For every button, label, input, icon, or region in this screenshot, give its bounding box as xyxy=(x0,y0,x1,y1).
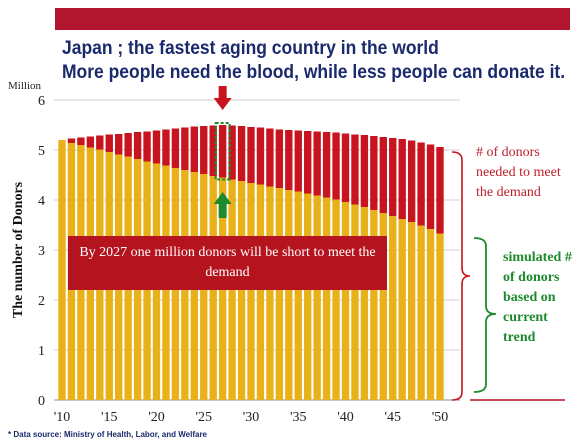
bar-supply-2029 xyxy=(237,181,246,400)
y-tick-0: 0 xyxy=(38,394,45,409)
y-axis-label: The number of Donors xyxy=(11,181,26,318)
bar-supply-2044 xyxy=(379,213,387,400)
bar-shortage-2019 xyxy=(143,131,151,162)
bar-shortage-2036 xyxy=(304,131,312,194)
bar-shortage-2048 xyxy=(417,142,425,226)
bar-shortage-2011 xyxy=(67,138,76,143)
bar-supply-2010 xyxy=(58,140,66,400)
title-line-2: More people need the blood, while less p… xyxy=(62,62,566,83)
y-unit-label: Million xyxy=(8,80,42,92)
y-tick-6: 6 xyxy=(38,94,45,109)
bar-supply-2034 xyxy=(285,190,293,400)
bar-shortage-2025 xyxy=(200,126,208,174)
y-tick-5: 5 xyxy=(38,144,45,159)
bar-shortage-2034 xyxy=(285,130,293,190)
bar-shortage-2021 xyxy=(162,129,170,166)
bar-shortage-2023 xyxy=(181,127,189,170)
bar-shortage-2041 xyxy=(351,134,359,205)
bar-supply-2038 xyxy=(322,197,331,400)
x-tick-2020: '20 xyxy=(148,410,165,425)
bar-supply-2039 xyxy=(332,199,340,400)
simulated-donors-label: simulated # of donors based on current t… xyxy=(503,250,572,345)
bar-supply-2047 xyxy=(407,222,416,400)
bar-shortage-2029 xyxy=(237,126,246,181)
bar-shortage-2049 xyxy=(426,144,435,229)
bar-shortage-2033 xyxy=(275,129,284,188)
bar-supply-2033 xyxy=(275,188,284,400)
bar-shortage-2045 xyxy=(389,138,397,216)
bar-shortage-2020 xyxy=(152,130,161,164)
needed-donors-label: # of donors needed to meet the demand xyxy=(476,145,561,200)
bar-supply-2045 xyxy=(389,216,397,400)
bar-supply-2031 xyxy=(256,184,265,400)
bar-shortage-2032 xyxy=(266,128,274,187)
bracket-needed xyxy=(451,151,471,401)
y-tick-3: 3 xyxy=(38,244,45,259)
bar-shortage-2039 xyxy=(332,132,340,200)
bar-supply-2049 xyxy=(426,229,435,400)
arrow-down-icon xyxy=(213,86,232,110)
x-tick-2010: '10 xyxy=(54,410,71,425)
bar-shortage-2043 xyxy=(370,136,378,210)
bar-shortage-2046 xyxy=(398,139,406,219)
bar-shortage-2015 xyxy=(105,134,113,152)
bar-shortage-2050 xyxy=(436,147,444,234)
x-tick-2015: '15 xyxy=(101,410,118,425)
arrow-up-icon xyxy=(213,192,232,218)
annotations xyxy=(213,86,565,401)
y-tick-1: 1 xyxy=(38,344,45,359)
x-tick-2045: '45 xyxy=(384,410,401,425)
bar-shortage-2026 xyxy=(209,125,217,176)
bar-shortage-2038 xyxy=(322,132,331,198)
bar-shortage-2028 xyxy=(228,125,236,180)
bar-shortage-2014 xyxy=(96,135,104,150)
bar-supply-2036 xyxy=(304,193,312,400)
x-tick-2030: '30 xyxy=(243,410,260,425)
bar-shortage-2024 xyxy=(190,126,198,172)
bar-shortage-2040 xyxy=(341,133,350,202)
bar-supply-2040 xyxy=(341,202,350,400)
bar-shortage-2016 xyxy=(115,134,123,155)
bar-shortage-2037 xyxy=(313,131,321,196)
title-line-1: Japan ; the fastest aging country in the… xyxy=(62,38,439,59)
header-band xyxy=(55,8,570,30)
bar-supply-2037 xyxy=(313,195,321,400)
x-tick-labels: '10 '15 '20 '25 '30 '35 '40 '45 '50 xyxy=(54,410,449,425)
x-tick-2035: '35 xyxy=(290,410,307,425)
bar-shortage-2018 xyxy=(133,132,142,159)
bracket-simulated xyxy=(473,237,497,393)
bar-shortage-2030 xyxy=(247,127,255,183)
bar-supply-2042 xyxy=(360,207,369,400)
bar-shortage-2047 xyxy=(407,140,416,222)
bar-shortage-2035 xyxy=(294,130,302,192)
bar-supply-2043 xyxy=(370,210,378,400)
shortage-callout: By 2027 one million donors will be short… xyxy=(68,236,387,290)
data-source-note: * Data source: Ministry of Health, Labor… xyxy=(8,430,208,439)
bar-supply-2030 xyxy=(247,183,255,400)
bar-shortage-2017 xyxy=(124,133,132,157)
bar-supply-2032 xyxy=(266,186,274,400)
bar-shortage-2031 xyxy=(256,127,265,185)
x-tick-2040: '40 xyxy=(337,410,354,425)
highlight-box-2027 xyxy=(214,122,231,181)
bar-supply-2041 xyxy=(351,204,359,400)
bar-supply-2046 xyxy=(398,219,406,400)
y-tick-2: 2 xyxy=(38,294,45,309)
bar-shortage-2027 xyxy=(218,125,227,178)
x-tick-2025: '25 xyxy=(195,410,212,425)
bar-shortage-2042 xyxy=(360,135,369,207)
bar-supply-2048 xyxy=(417,225,425,400)
bar-supply-2050 xyxy=(436,233,444,400)
x-tick-2050: '50 xyxy=(432,410,449,425)
bar-shortage-2022 xyxy=(171,128,180,168)
y-tick-labels: 0 1 2 3 4 5 6 xyxy=(38,94,45,409)
bar-supply-2035 xyxy=(294,191,302,400)
y-tick-4: 4 xyxy=(38,194,45,209)
bar-shortage-2044 xyxy=(379,137,387,213)
bar-shortage-2013 xyxy=(86,136,95,148)
bar-shortage-2012 xyxy=(77,137,85,145)
